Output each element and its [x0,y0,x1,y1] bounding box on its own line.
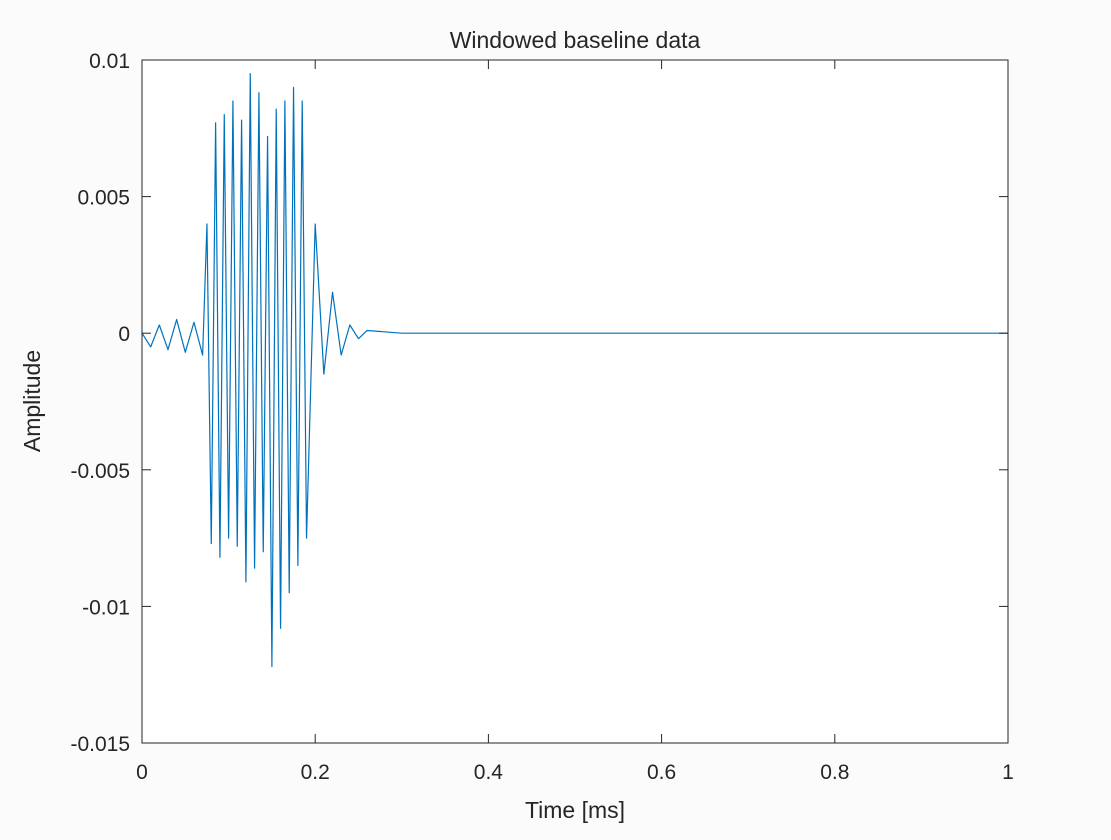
y-axis-label: Amplitude [19,350,45,452]
plot-area-background [142,60,1008,743]
y-tick-label: 0 [118,323,130,346]
chart-title: Windowed baseline data [450,27,701,53]
y-tick-label: 0.005 [77,187,130,210]
y-tick-label: -0.01 [82,596,130,619]
x-tick-label: 0.8 [820,761,849,784]
series-layer [141,73,1008,668]
y-tick-label: 0.01 [89,50,130,73]
x-tick-label: 0 [136,761,148,784]
series-line-0 [141,73,1008,668]
x-tick-label: 0.6 [647,761,676,784]
x-tick-label: 0.4 [474,761,504,784]
x-tick-label: 0.2 [301,761,330,784]
y-tick-label: -0.005 [70,460,130,483]
x-axis-label: Time [ms] [525,797,625,823]
plot-box [141,59,1009,744]
y-tick-label: -0.015 [70,733,130,756]
axes-layer: 0 0.2 0.4 0.6 0.8 1 -0.015 -0.01 -0.005 0 0.005 0.0… [70,50,1013,784]
x-tick-label: 1 [1002,761,1014,784]
